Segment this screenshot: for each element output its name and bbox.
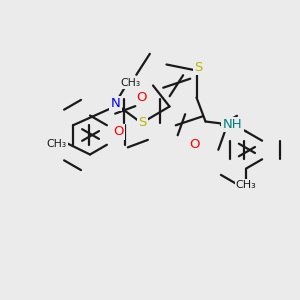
Text: CH₃: CH₃ (46, 139, 67, 149)
Text: S: S (194, 61, 203, 74)
Text: CH₃: CH₃ (236, 180, 256, 190)
Text: N: N (111, 97, 120, 110)
Text: S: S (139, 116, 147, 130)
Text: CH₃: CH₃ (120, 77, 141, 88)
Text: O: O (136, 91, 147, 104)
Text: NH: NH (223, 118, 242, 131)
Text: O: O (113, 125, 124, 139)
Text: O: O (189, 137, 200, 151)
